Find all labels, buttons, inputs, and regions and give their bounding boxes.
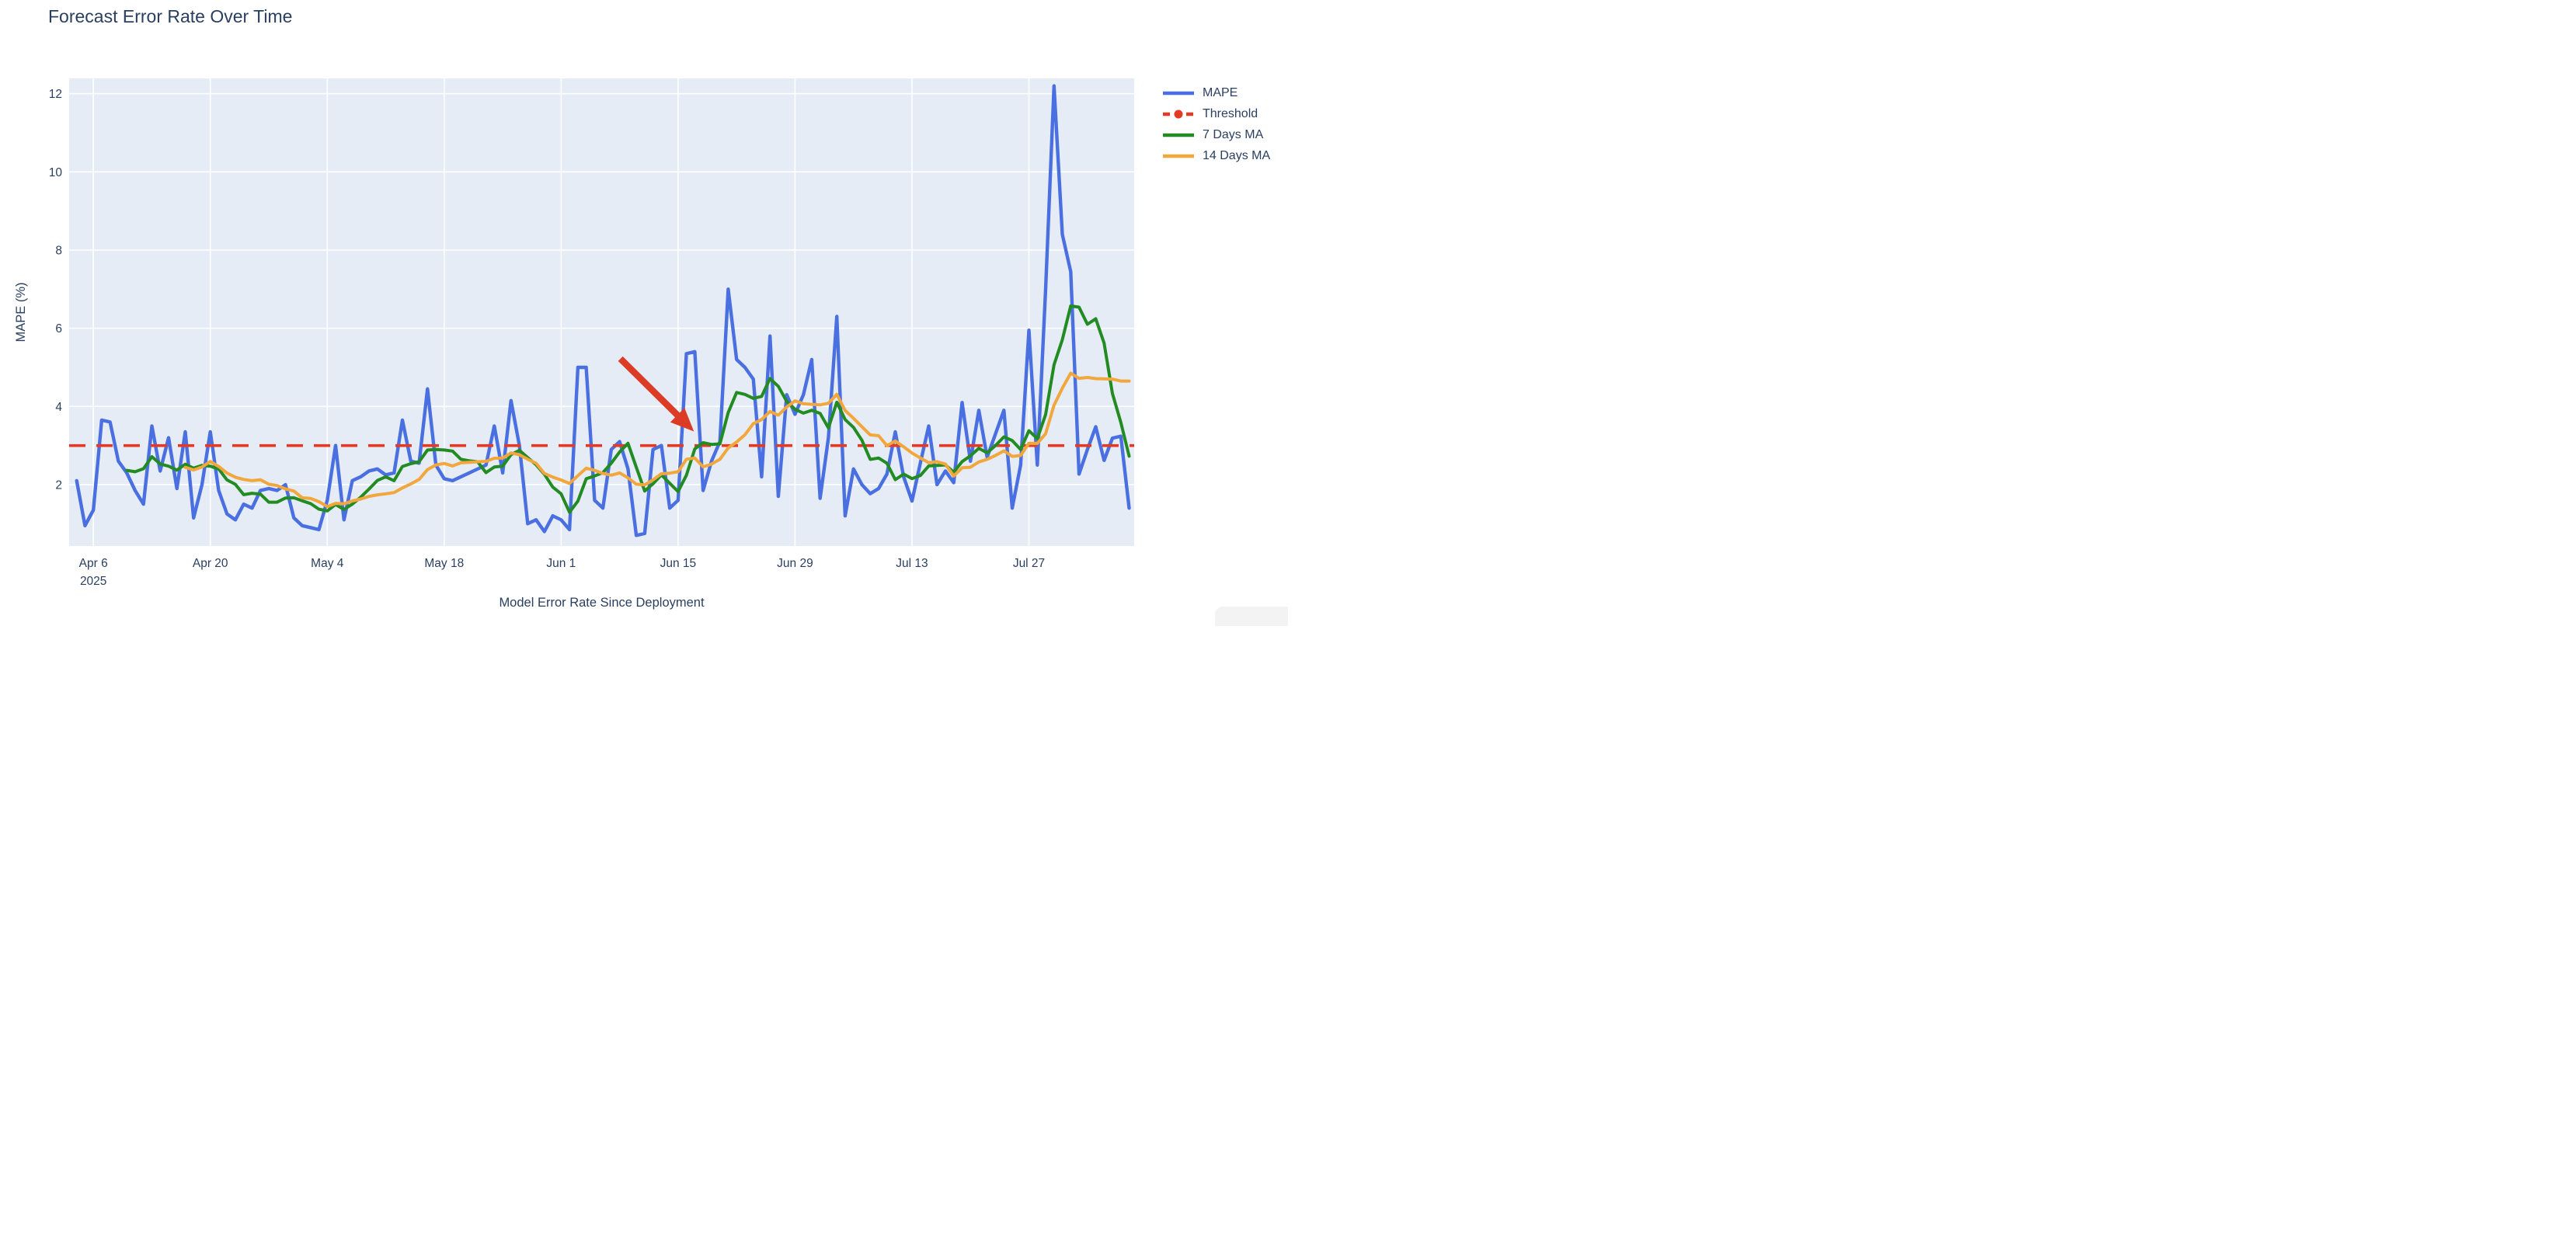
legend-swatch-line-icon — [1163, 133, 1194, 137]
x-tick-label: Jul 27 — [1013, 557, 1045, 570]
legend-label: MAPE — [1203, 85, 1238, 99]
x-tick-label: Jul 13 — [896, 557, 928, 570]
legend-item-mape[interactable]: MAPE — [1162, 82, 1270, 103]
x-tick-label: Jun 15 — [660, 557, 697, 570]
legend-item-7-days-ma[interactable]: 7 Days MA — [1162, 124, 1270, 145]
series-14day-ma — [183, 371, 1131, 509]
x-tick-label: May 18 — [424, 557, 464, 570]
y-axis-title: MAPE (%) — [14, 282, 28, 342]
plot-background — [69, 78, 1134, 546]
y-tick-label: 4 — [55, 401, 62, 414]
legend-label: Threshold — [1203, 106, 1258, 120]
x-tick-label: Jun 1 — [546, 557, 576, 570]
y-tick-label: 2 — [55, 478, 62, 492]
x-tick-label: Apr 20 — [193, 557, 228, 570]
legend-label: 14 Days MA — [1203, 148, 1271, 162]
series-7day-ma — [125, 304, 1131, 514]
y-tick-label: 6 — [55, 322, 62, 336]
legend-item-threshold[interactable]: Threshold — [1162, 103, 1270, 124]
y-tick-label: 12 — [49, 88, 62, 101]
plotly-logo-area[interactable] — [1215, 607, 1288, 626]
x-tick-label: Jun 29 — [777, 557, 813, 570]
figure: Forecast Error Rate Over Time 2 4 6 8 10 12 Ap… — [0, 0, 1288, 626]
y-tick-label: 8 — [55, 244, 62, 257]
legend-swatch-line-icon — [1163, 91, 1194, 95]
annotation-arrow-head — [670, 408, 694, 432]
plot-area[interactable]: 2 4 6 8 10 12 Apr 6 2025 Apr 20 May 4 May 18 Jun 1 J… — [0, 0, 1288, 626]
legend-label: 7 Days MA — [1203, 127, 1264, 141]
annotation-arrow-shaft — [618, 356, 684, 421]
x-axis-title: Model Error Rate Since Deployment — [499, 596, 705, 610]
x-tick-label: Apr 6 — [79, 557, 108, 570]
x-tick-label: May 4 — [311, 557, 344, 570]
x-tick-year: 2025 — [80, 575, 106, 588]
legend: MAPE Threshold 7 Days MA 14 Days MA — [1162, 82, 1270, 166]
chart-title: Forecast Error Rate Over Time — [48, 6, 293, 26]
series-mape — [75, 84, 1131, 537]
y-tick-label: 10 — [49, 166, 63, 179]
legend-item-14-days-ma[interactable]: 14 Days MA — [1162, 145, 1270, 166]
legend-swatch-line-icon — [1163, 154, 1194, 158]
legend-swatch-dashed-line-icon — [1163, 110, 1194, 118]
